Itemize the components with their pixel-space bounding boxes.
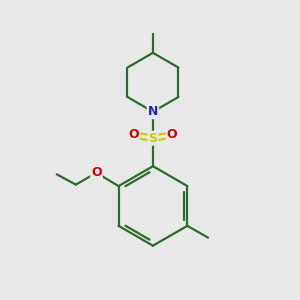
Text: O: O <box>91 166 102 179</box>
Text: O: O <box>167 128 177 141</box>
Text: N: N <box>148 105 158 118</box>
Text: S: S <box>148 132 158 145</box>
Text: O: O <box>128 128 139 141</box>
